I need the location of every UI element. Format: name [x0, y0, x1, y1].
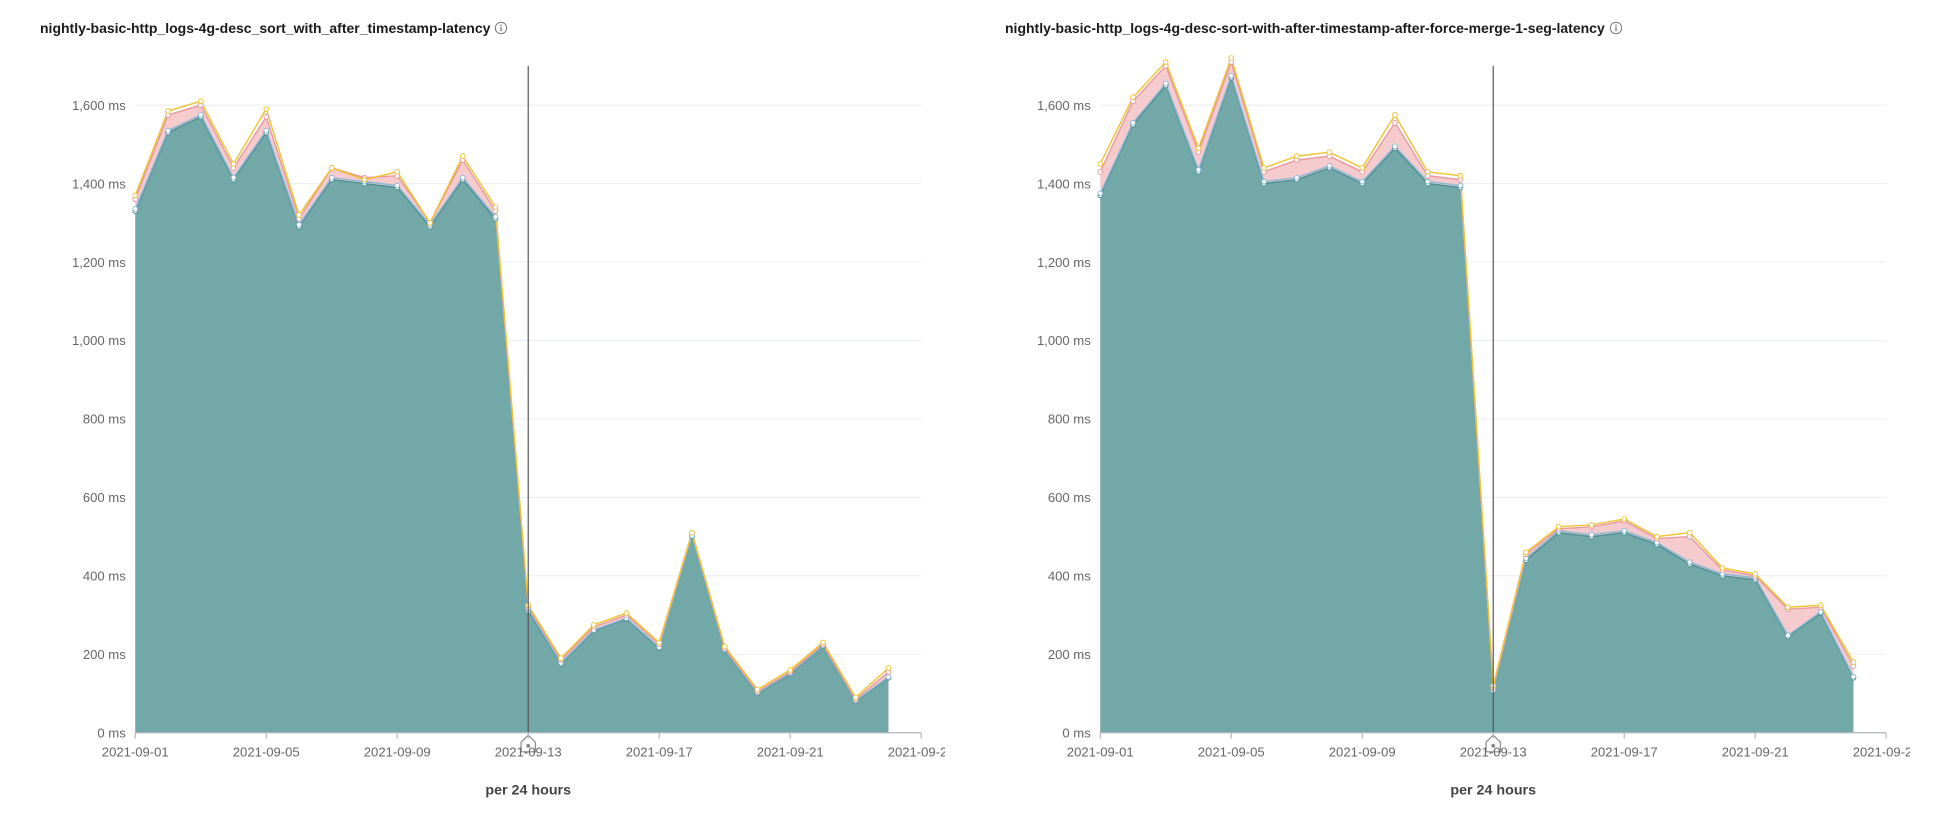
svg-text:1,400 ms: 1,400 ms [72, 176, 126, 191]
svg-text:2021-09-01: 2021-09-01 [1067, 745, 1134, 760]
svg-text:1,600 ms: 1,600 ms [1037, 98, 1091, 113]
svg-text:2021-09-17: 2021-09-17 [1591, 745, 1658, 760]
info-icon[interactable] [494, 21, 508, 35]
svg-text:2021-09-17: 2021-09-17 [626, 745, 693, 760]
svg-text:2021-09-05: 2021-09-05 [1198, 745, 1265, 760]
svg-text:2021-09-05: 2021-09-05 [233, 745, 300, 760]
plot-svg-left: 0 ms 200 ms 400 ms 600 ms 800 ms 1,000 ms 1,20… [40, 54, 945, 816]
svg-text:2021-09-13: 2021-09-13 [1460, 745, 1527, 760]
svg-text:2021-09-25: 2021-09-25 [1853, 745, 1910, 760]
svg-text:800 ms: 800 ms [83, 412, 126, 427]
svg-text:1,200 ms: 1,200 ms [72, 255, 126, 270]
chart-title-right: nightly-basic-http_logs-4g-desc-sort-wit… [1005, 20, 1910, 36]
plot-area-right: 0 ms 200 ms 400 ms 600 ms 800 ms 1,000 ms 1,20… [1005, 54, 1910, 816]
svg-text:800 ms: 800 ms [1048, 412, 1091, 427]
chart-title-text: nightly-basic-http_logs-4g-desc_sort_wit… [40, 20, 490, 36]
svg-text:2021-09-01: 2021-09-01 [102, 745, 169, 760]
chart-panel-left: nightly-basic-http_logs-4g-desc_sort_wit… [40, 20, 945, 816]
svg-text:2021-09-13: 2021-09-13 [495, 745, 562, 760]
svg-text:1,000 ms: 1,000 ms [72, 333, 126, 348]
svg-text:per 24 hours: per 24 hours [485, 783, 571, 799]
svg-text:1,400 ms: 1,400 ms [1037, 176, 1091, 191]
chart-title-text: nightly-basic-http_logs-4g-desc-sort-wit… [1005, 20, 1605, 36]
svg-text:per 24 hours: per 24 hours [1450, 783, 1536, 799]
svg-text:600 ms: 600 ms [83, 490, 126, 505]
svg-text:2021-09-25: 2021-09-25 [888, 745, 945, 760]
svg-text:200 ms: 200 ms [1048, 647, 1091, 662]
chart-panel-right: nightly-basic-http_logs-4g-desc-sort-wit… [1005, 20, 1910, 816]
svg-text:600 ms: 600 ms [1048, 490, 1091, 505]
svg-text:1,600 ms: 1,600 ms [72, 98, 126, 113]
svg-text:2021-09-09: 2021-09-09 [364, 745, 431, 760]
charts-row: nightly-basic-http_logs-4g-desc_sort_wit… [40, 20, 1910, 816]
svg-text:2021-09-09: 2021-09-09 [1329, 745, 1396, 760]
svg-text:0 ms: 0 ms [1062, 726, 1091, 741]
svg-text:200 ms: 200 ms [83, 647, 126, 662]
plot-svg-right: 0 ms 200 ms 400 ms 600 ms 800 ms 1,000 ms 1,20… [1005, 54, 1910, 816]
chart-title-left: nightly-basic-http_logs-4g-desc_sort_wit… [40, 20, 945, 36]
svg-text:0 ms: 0 ms [97, 726, 126, 741]
svg-text:2021-09-21: 2021-09-21 [1722, 745, 1789, 760]
svg-text:400 ms: 400 ms [83, 569, 126, 584]
info-icon[interactable] [1609, 21, 1623, 35]
plot-area-left: 0 ms 200 ms 400 ms 600 ms 800 ms 1,000 ms 1,20… [40, 54, 945, 816]
svg-text:400 ms: 400 ms [1048, 569, 1091, 584]
svg-text:1,200 ms: 1,200 ms [1037, 255, 1091, 270]
svg-text:2021-09-21: 2021-09-21 [757, 745, 824, 760]
svg-text:1,000 ms: 1,000 ms [1037, 333, 1091, 348]
